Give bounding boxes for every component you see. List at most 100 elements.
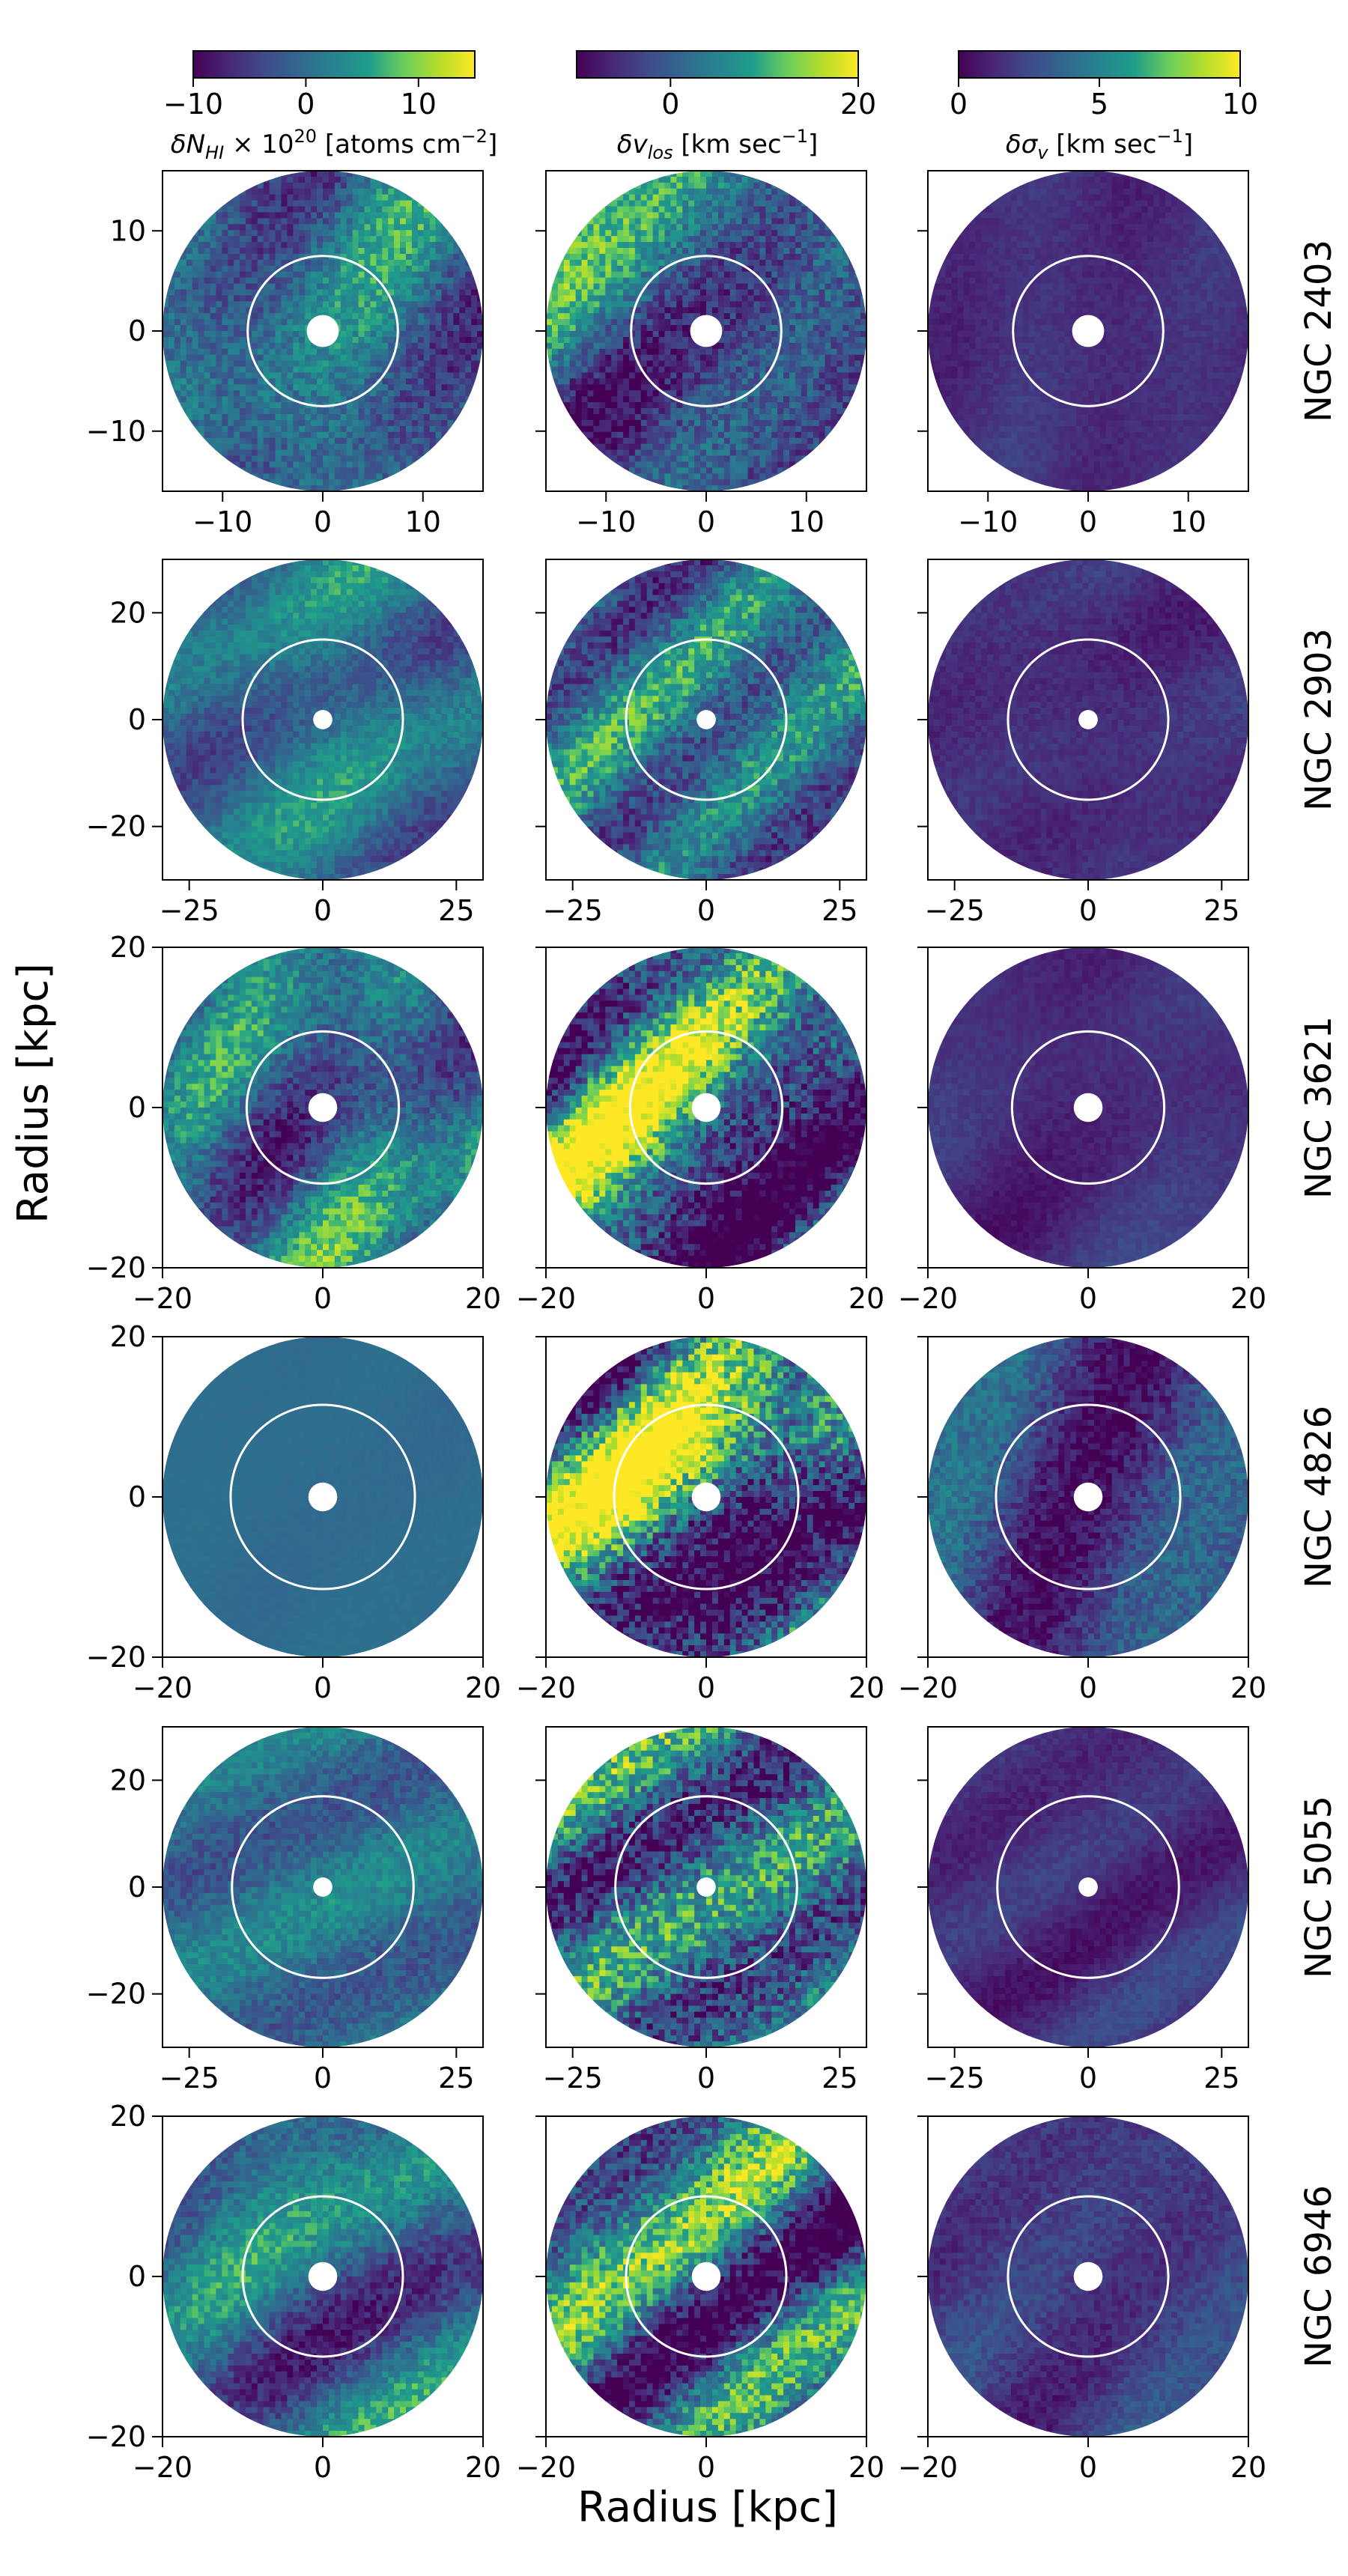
map-pixel <box>471 259 478 267</box>
map-pixel <box>245 360 252 368</box>
map-pixel <box>198 248 205 255</box>
map-pixel <box>382 283 389 291</box>
map-pixel <box>417 271 425 279</box>
map-pixel <box>423 206 431 213</box>
map-pixel <box>837 212 843 219</box>
map-pixel <box>405 295 413 302</box>
map-pixel <box>471 248 478 255</box>
map-pixel <box>234 218 240 225</box>
map-pixel <box>204 265 211 273</box>
map-pixel <box>192 443 199 451</box>
map-pixel <box>465 248 472 255</box>
map-pixel <box>228 408 234 415</box>
map-pixel <box>411 277 419 285</box>
map-pixel <box>186 384 193 391</box>
map-pixel <box>263 360 270 368</box>
map-pixel <box>819 384 826 391</box>
map-pixel <box>287 176 294 183</box>
map-pixel <box>753 230 760 237</box>
map-pixel <box>376 342 383 350</box>
map-pixel <box>729 378 737 385</box>
map-pixel <box>658 212 666 219</box>
map-pixel <box>819 336 826 344</box>
map-pixel <box>753 277 760 285</box>
map-pixel <box>293 218 300 225</box>
map-pixel <box>441 419 449 427</box>
map-pixel <box>293 224 300 231</box>
map-pixel <box>174 408 181 415</box>
map-pixel <box>180 473 187 480</box>
map-pixel <box>400 467 407 474</box>
map-pixel <box>311 289 318 297</box>
map-pixel <box>400 248 407 255</box>
map-pixel <box>245 265 252 273</box>
map-pixel <box>180 259 187 267</box>
map-pixel <box>729 301 737 308</box>
map-pixel <box>204 301 211 308</box>
map-pixel <box>807 194 814 201</box>
map-pixel <box>317 206 324 213</box>
map-pixel <box>676 206 683 213</box>
map-pixel <box>700 295 707 302</box>
map-pixel <box>216 188 222 195</box>
map-pixel <box>186 419 193 427</box>
map-pixel <box>269 248 276 255</box>
map-pixel <box>777 265 784 273</box>
map-pixel <box>299 283 306 291</box>
map-pixel <box>299 437 306 445</box>
map-pixel <box>854 307 861 314</box>
map-pixel <box>269 390 276 397</box>
map-pixel <box>429 253 437 261</box>
map-pixel <box>222 194 228 201</box>
map-pixel <box>163 194 169 201</box>
map-pixel <box>251 408 258 415</box>
map-pixel <box>831 372 837 380</box>
map-pixel <box>400 455 407 462</box>
map-pixel <box>245 437 252 445</box>
map-pixel <box>281 259 288 267</box>
map-pixel <box>370 408 377 415</box>
map-pixel <box>228 248 234 255</box>
map-pixel <box>180 212 187 219</box>
map-pixel <box>795 378 802 385</box>
map-pixel <box>334 336 341 344</box>
map-pixel <box>411 301 419 308</box>
map-pixel <box>429 224 437 231</box>
map-pixel <box>311 437 318 445</box>
map-pixel <box>281 277 288 285</box>
map-pixel <box>717 188 725 195</box>
map-pixel <box>400 224 407 231</box>
map-pixel <box>352 467 359 474</box>
map-pixel <box>334 295 341 302</box>
map-pixel <box>240 360 246 368</box>
map-pixel <box>346 206 353 213</box>
map-pixel <box>706 248 713 255</box>
map-pixel <box>783 378 790 385</box>
map-pixel <box>831 224 837 231</box>
map-pixel <box>323 425 330 433</box>
map-pixel <box>417 295 425 302</box>
map-pixel <box>382 354 389 362</box>
map-pixel <box>634 248 642 255</box>
map-pixel <box>293 325 300 332</box>
map-pixel <box>842 242 849 249</box>
map-pixel <box>759 206 766 213</box>
map-pixel <box>825 230 832 237</box>
map-pixel <box>394 236 401 243</box>
map-pixel <box>848 224 855 231</box>
map-pixel <box>317 242 324 249</box>
map-pixel <box>423 378 431 385</box>
map-pixel <box>771 212 778 219</box>
map-pixel <box>453 194 460 201</box>
map-pixel <box>447 366 454 374</box>
map-pixel <box>257 265 264 273</box>
map-pixel <box>789 277 796 285</box>
map-pixel <box>575 390 583 397</box>
map-pixel <box>204 248 211 255</box>
map-pixel <box>216 449 222 457</box>
map-pixel <box>801 218 808 225</box>
map-pixel <box>352 336 359 344</box>
map-pixel <box>741 295 749 302</box>
map-pixel <box>334 485 341 491</box>
map-pixel <box>323 301 330 308</box>
